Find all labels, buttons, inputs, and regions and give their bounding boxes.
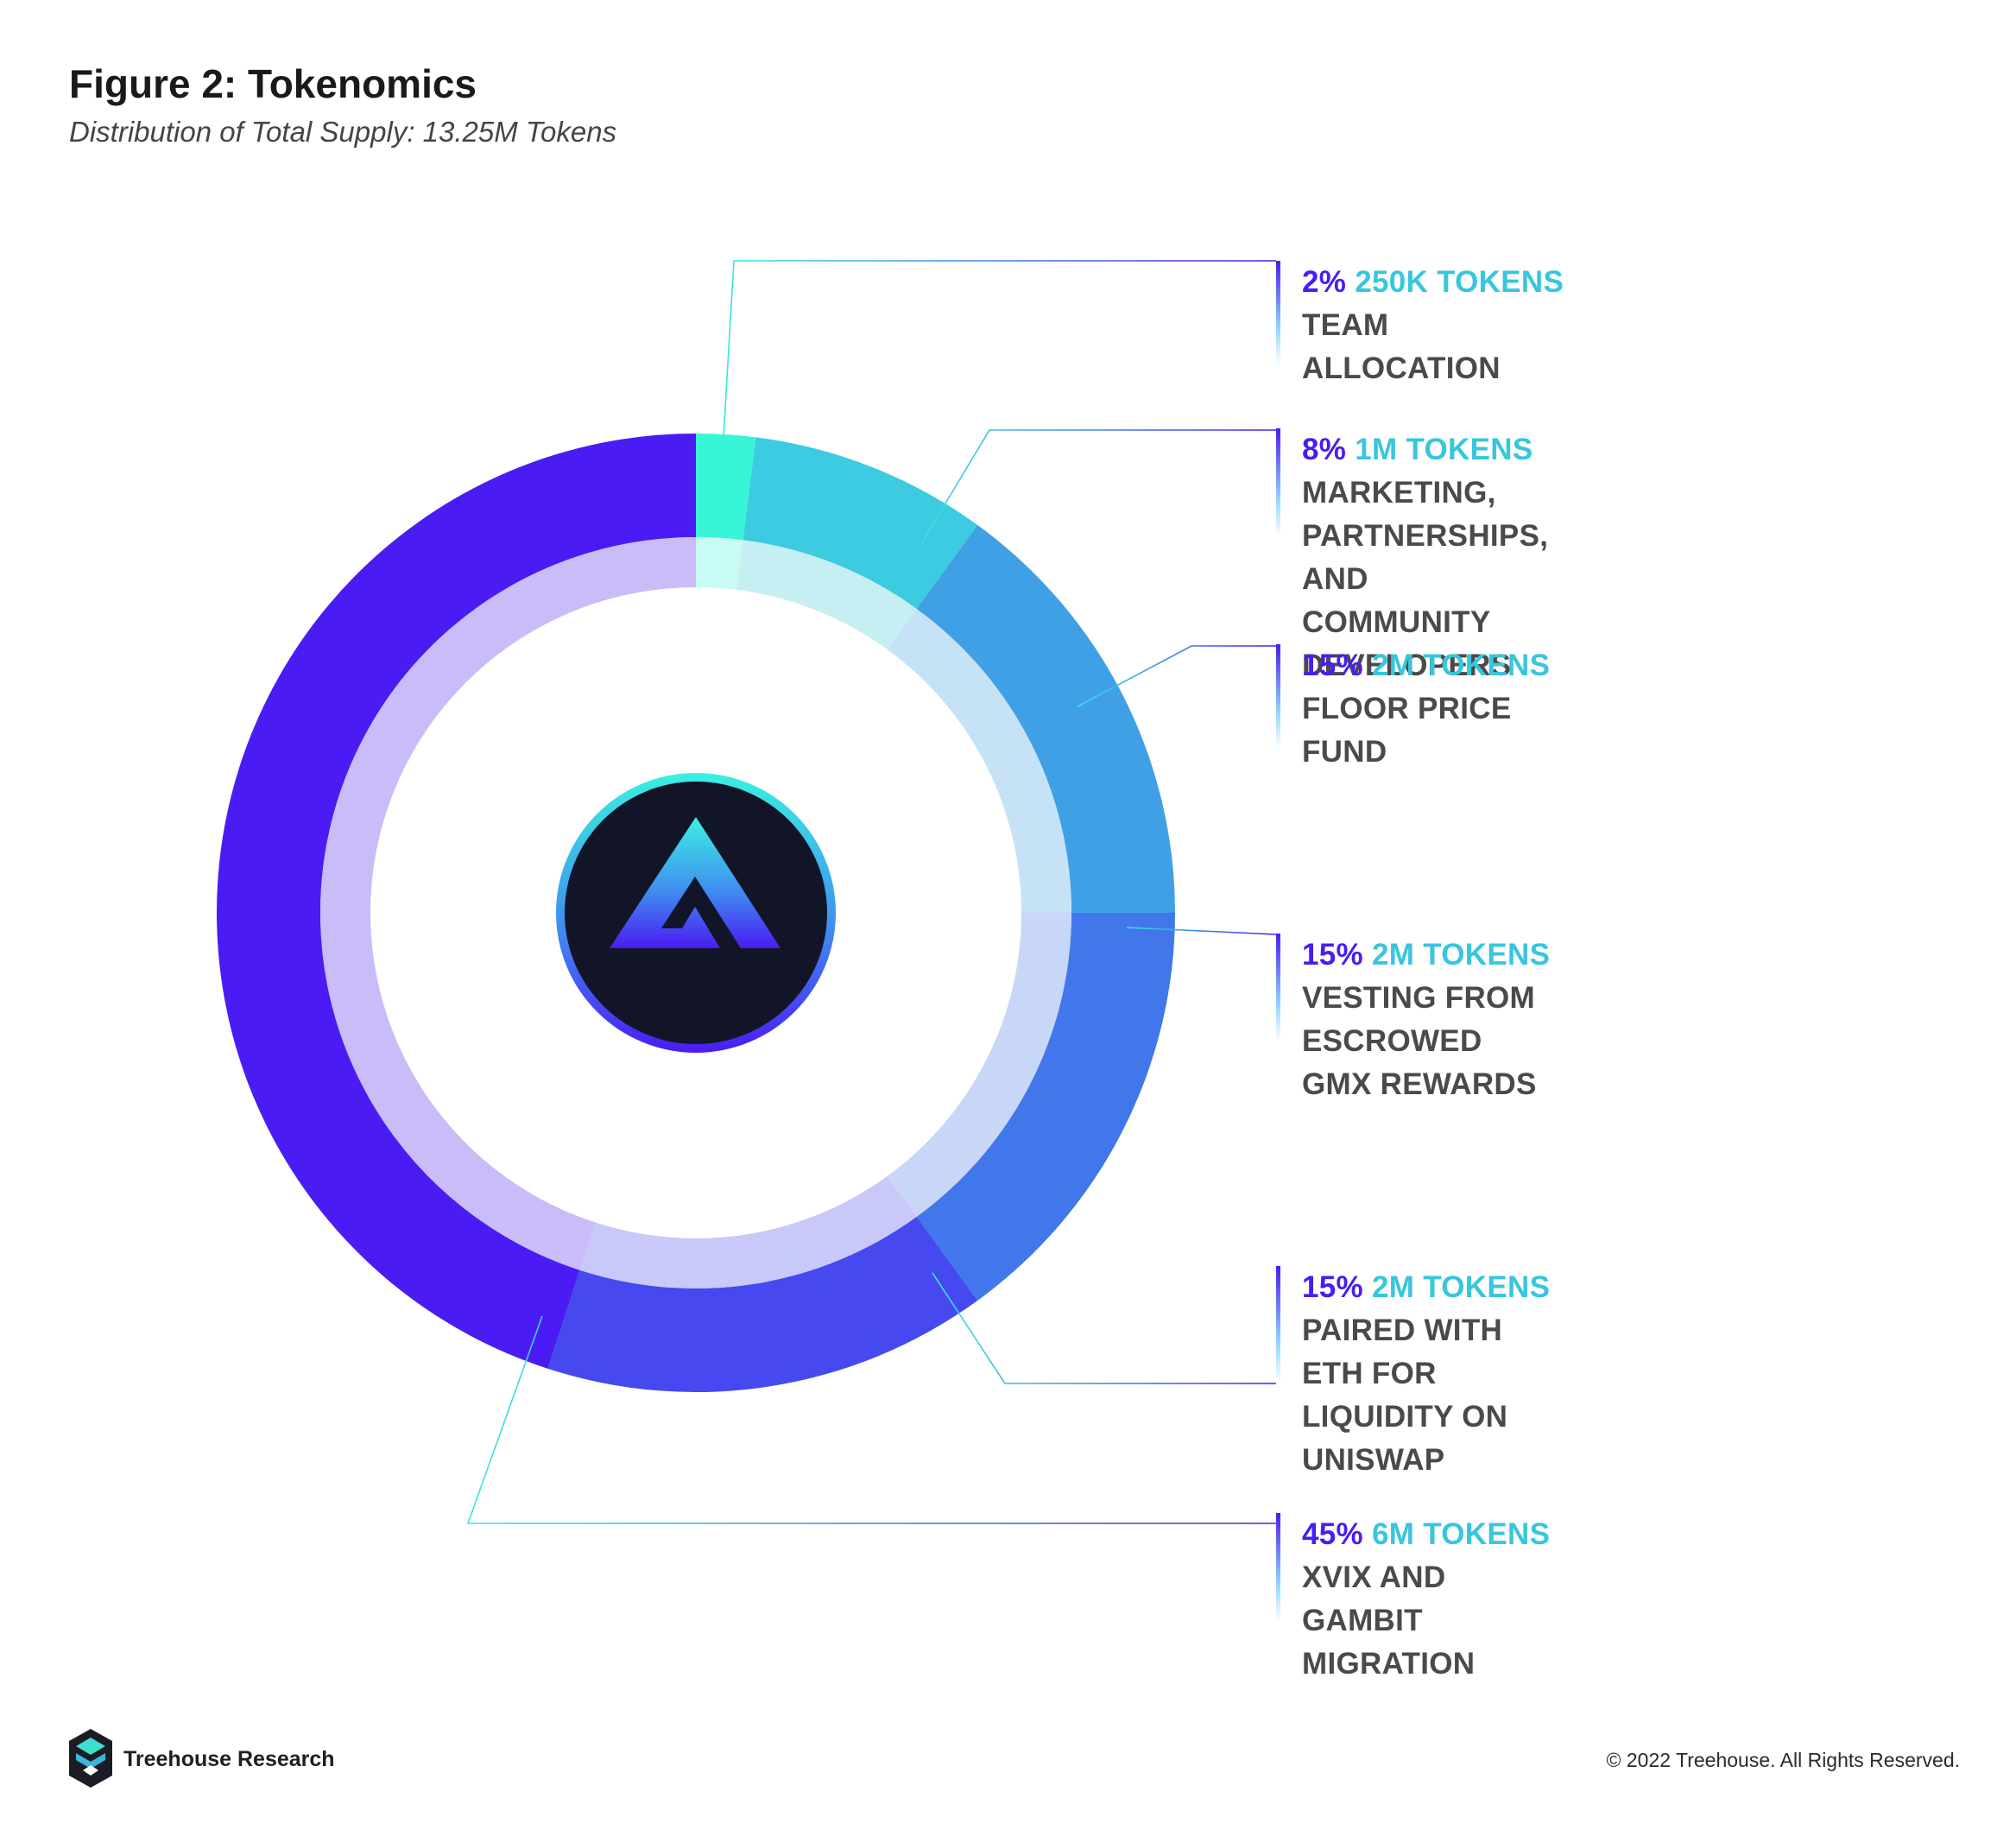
legend-bar bbox=[1276, 428, 1280, 536]
legend-percent: 8% bbox=[1302, 433, 1347, 466]
pie-slice-outer bbox=[743, 437, 978, 610]
legend-tokens: 6M TOKENS bbox=[1371, 1517, 1551, 1551]
legend-percent: 45% bbox=[1302, 1517, 1363, 1551]
leader-line bbox=[921, 429, 1276, 543]
copyright: © 2022 Treehouse. All Rights Reserved. bbox=[1606, 1749, 1960, 1771]
legend-percent: 15% bbox=[1302, 1270, 1363, 1304]
leader-line bbox=[1077, 645, 1276, 707]
leader-line bbox=[1126, 927, 1277, 935]
legend-tokens: 1M TOKENS bbox=[1355, 433, 1533, 466]
legend-label: XVIX AND GAMBIT MIGRATION bbox=[1302, 1561, 1476, 1681]
legend-percent: 15% bbox=[1302, 938, 1363, 972]
legend-bar bbox=[1276, 934, 1280, 1041]
legend-tokens: 250K TOKENS bbox=[1355, 265, 1564, 299]
leader-line bbox=[723, 260, 1276, 438]
legend-tokens: 2M TOKENS bbox=[1371, 938, 1551, 972]
legend-percent: 15% bbox=[1302, 649, 1363, 682]
pie-slice-outer bbox=[916, 913, 1175, 1301]
leader-line bbox=[466, 1315, 1276, 1524]
pie-slice-inner bbox=[736, 540, 917, 650]
pie-slice-outer bbox=[916, 524, 1175, 913]
legend-label: FLOOR PRICE FUND bbox=[1302, 692, 1512, 769]
pie-slice-outer bbox=[696, 434, 756, 541]
legend-label: MARKETING, PARTNERSHIPS, AND COMMUNITY D… bbox=[1302, 476, 1549, 682]
pie-slice-inner bbox=[579, 1175, 917, 1288]
legend-label: PAIRED WITH ETH FOR LIQUIDITY ON UNISWAP bbox=[1302, 1314, 1508, 1477]
legend-label: TEAM ALLOCATION bbox=[1302, 308, 1501, 385]
legend-percent: 2% bbox=[1302, 265, 1347, 299]
leader-line bbox=[932, 1272, 1276, 1384]
legend-tokens: 2M TOKENS bbox=[1371, 649, 1551, 682]
brand-name: Treehouse Research bbox=[123, 1747, 335, 1771]
chart-title: Figure 2: Tokenomics bbox=[69, 61, 477, 106]
treehouse-logo-icon bbox=[67, 1727, 114, 1794]
gmx-logo bbox=[556, 773, 836, 1053]
pie-slice-outer bbox=[547, 1216, 978, 1393]
pie-slice-inner bbox=[887, 609, 1071, 913]
pie-slice-inner bbox=[887, 913, 1071, 1217]
legend-label: VESTING FROM ESCROWED GMX REWARDS bbox=[1302, 981, 1537, 1101]
pie-slice-outer bbox=[216, 434, 697, 1369]
legend-tokens: 2M TOKENS bbox=[1371, 1270, 1551, 1304]
legend-bar bbox=[1276, 644, 1280, 748]
legend-bar bbox=[1276, 261, 1280, 364]
pie-slice-inner bbox=[319, 537, 696, 1270]
legend-bar bbox=[1276, 1513, 1280, 1621]
legend-bar bbox=[1276, 1266, 1280, 1383]
pie-slice-inner bbox=[696, 537, 743, 590]
chart-subtitle: Distribution of Total Supply: 13.25M Tok… bbox=[69, 116, 617, 148]
